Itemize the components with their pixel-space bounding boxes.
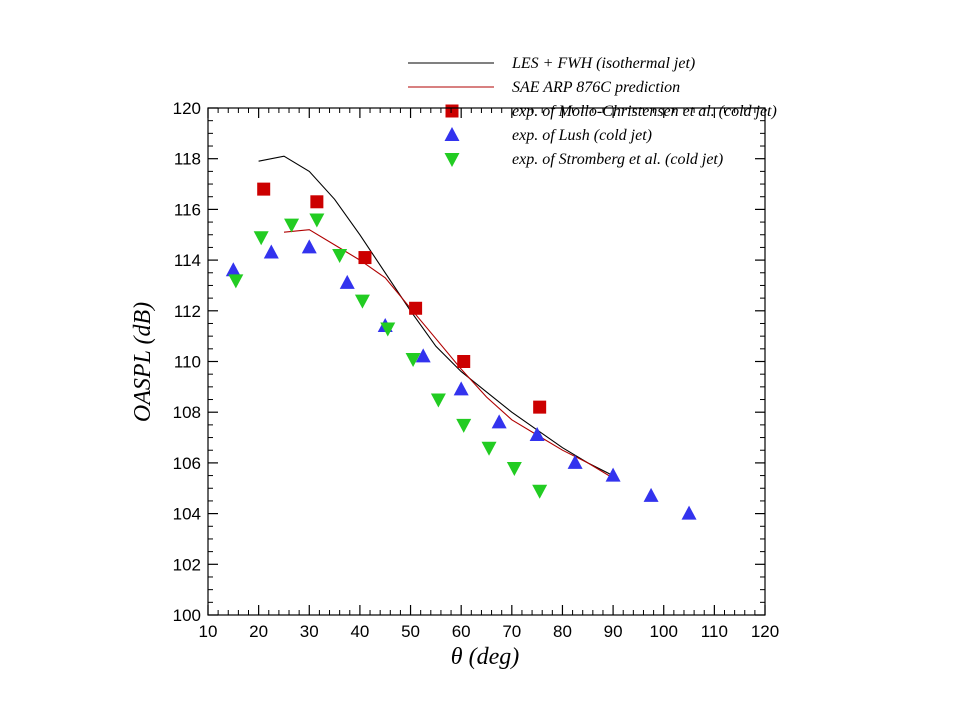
- data-point-series-3: [529, 427, 545, 442]
- legend-label: exp. of Stromberg et al. (cold jet): [512, 151, 723, 168]
- data-point-series-2: [310, 195, 324, 209]
- x-tick-label: 50: [401, 622, 420, 641]
- x-tick-label: 10: [199, 622, 218, 641]
- legend-swatch-marker: [444, 127, 460, 141]
- x-tick-label: 60: [452, 622, 471, 641]
- legend-label: SAE ARP 876C prediction: [512, 79, 680, 96]
- data-point-series-4: [430, 393, 446, 408]
- plot-frame: [207, 107, 766, 616]
- data-point-series-4: [532, 484, 548, 499]
- legend-label: LES + FWH (isothermal jet): [511, 55, 695, 72]
- data-point-series-2: [457, 355, 471, 368]
- x-tick-label: 70: [502, 622, 521, 641]
- legend-swatch-marker: [444, 153, 460, 167]
- legend-swatch-marker: [445, 104, 459, 118]
- data-point-series-2: [409, 301, 423, 315]
- data-point-series-4: [332, 249, 348, 264]
- y-tick-label: 102: [173, 555, 201, 574]
- data-point-series-3: [567, 454, 583, 469]
- data-point-series-4: [380, 322, 396, 337]
- series-markers: [225, 182, 697, 520]
- data-point-series-3: [681, 505, 697, 520]
- data-point-series-4: [253, 231, 269, 246]
- y-tick-label: 108: [173, 403, 201, 422]
- legend: LES + FWH (isothermal jet) SAE ARP 876C p…: [408, 55, 777, 168]
- x-tick-label: 120: [751, 622, 779, 641]
- x-tick-label: 30: [300, 622, 319, 641]
- y-tick-label: 106: [173, 454, 201, 473]
- axes: 10 20 30 40 50 60 70 80 90 100 110 120 100 102 104 106 1…: [173, 99, 780, 641]
- x-tick-label: 90: [604, 622, 623, 641]
- y-tick-label: 100: [173, 606, 201, 625]
- y-axis-label: OASPL (dB): [130, 302, 156, 422]
- y-tick-label: 114: [174, 251, 201, 270]
- y-tick-label: 116: [174, 200, 201, 219]
- data-point-series-4: [284, 218, 300, 233]
- legend-label: exp. of Lush (cold jet): [512, 127, 652, 144]
- data-point-series-4: [309, 213, 325, 228]
- data-point-series-3: [225, 262, 241, 277]
- data-point-series-3: [491, 414, 507, 429]
- data-point-series-2: [533, 400, 547, 414]
- y-tick-label: 118: [174, 150, 201, 169]
- x-tick-label: 80: [553, 622, 572, 641]
- data-point-series-3: [643, 487, 659, 502]
- y-tick-label: 104: [173, 505, 201, 524]
- data-point-series-4: [228, 274, 244, 289]
- data-point-series-4: [354, 294, 370, 309]
- y-tick-label: 112: [174, 302, 201, 321]
- data-point-series-4: [481, 441, 497, 456]
- x-tick-label: 40: [350, 622, 369, 641]
- legend-label: exp. of Mollo-Christensen et al. (cold j…: [512, 103, 777, 120]
- data-point-series-3: [263, 244, 279, 259]
- data-point-series-3: [415, 348, 431, 363]
- data-point-series-3: [339, 274, 355, 289]
- series-line-1: [283, 229, 614, 479]
- series-line-0: [258, 155, 614, 477]
- data-point-series-4: [506, 461, 522, 476]
- data-point-series-3: [453, 381, 469, 396]
- x-tick-label: 20: [249, 622, 268, 641]
- data-point-series-2: [358, 251, 372, 265]
- x-tick-label: 110: [701, 622, 728, 641]
- data-point-series-3: [301, 239, 317, 254]
- data-point-series-4: [405, 352, 421, 367]
- y-tick-label: 120: [173, 99, 201, 118]
- data-point-series-3: [605, 467, 621, 482]
- series-lines: [258, 155, 614, 479]
- y-tick-label: 110: [174, 353, 201, 372]
- data-point-series-2: [257, 182, 271, 196]
- x-axis-label: θ (deg): [451, 644, 519, 670]
- data-point-series-4: [456, 418, 472, 433]
- x-tick-label: 100: [650, 622, 678, 641]
